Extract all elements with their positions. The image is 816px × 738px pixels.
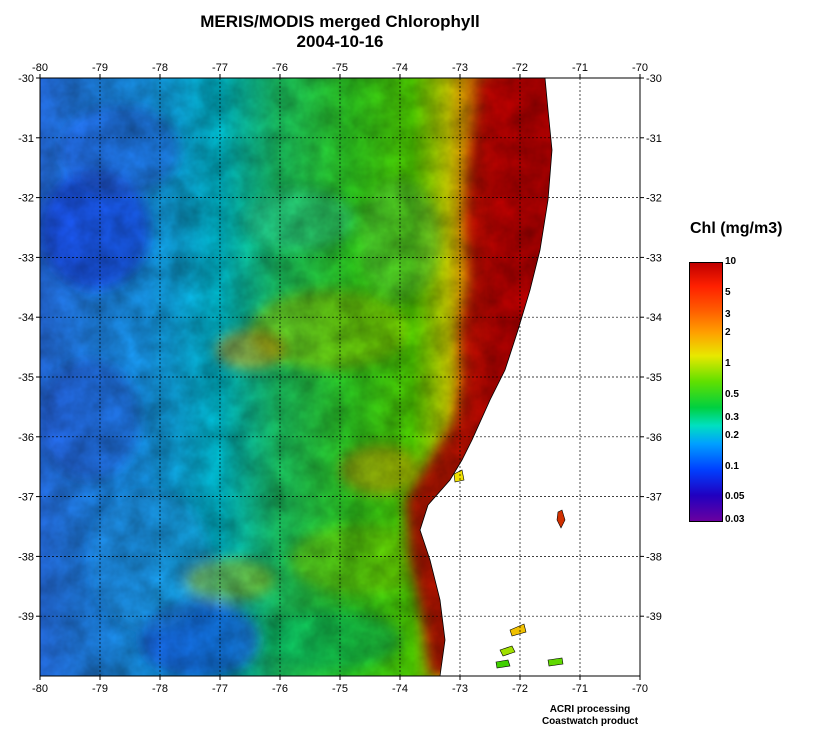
lat-tick-label-right: -33 bbox=[646, 252, 662, 264]
lon-tick-label-bottom: -80 bbox=[32, 683, 48, 695]
lon-tick-label-top: -79 bbox=[92, 62, 108, 74]
lon-tick-label-bottom: -75 bbox=[332, 683, 348, 695]
lon-tick-label-top: -78 bbox=[152, 62, 168, 74]
colorbar-tick-label: 3 bbox=[725, 309, 731, 321]
lon-tick-label-bottom: -73 bbox=[452, 683, 468, 695]
lat-tick-label-right: -39 bbox=[646, 611, 662, 623]
lon-tick-label-top: -71 bbox=[572, 62, 588, 74]
lon-tick-label-bottom: -74 bbox=[392, 683, 408, 695]
lon-tick-label-bottom: -79 bbox=[92, 683, 108, 695]
graticule bbox=[36, 74, 644, 680]
lon-tick-label-top: -73 bbox=[452, 62, 468, 74]
map-date: 2004-10-16 bbox=[296, 32, 384, 51]
lat-tick-label-right: -38 bbox=[646, 551, 662, 563]
colorbar-tick-label: 10 bbox=[725, 256, 737, 267]
colorbar-tick-label: 0.05 bbox=[725, 491, 745, 503]
lat-tick-label-right: -34 bbox=[646, 312, 662, 324]
lat-tick-label-left: -35 bbox=[18, 372, 34, 384]
colorbar-tick-label: 0.3 bbox=[725, 411, 739, 423]
lon-tick-label-bottom: -71 bbox=[572, 683, 588, 695]
colorbar-tick-label: 0.2 bbox=[725, 429, 739, 441]
island bbox=[509, 623, 527, 637]
island bbox=[499, 645, 516, 657]
island bbox=[556, 509, 566, 529]
colorbar-tick-label: 0.03 bbox=[725, 514, 745, 525]
lat-tick-label-right: -37 bbox=[646, 492, 662, 504]
credit-product: Coastwatch product bbox=[541, 716, 639, 727]
lat-tick-label-left: -36 bbox=[18, 432, 34, 444]
lat-tick-label-right: -35 bbox=[646, 372, 662, 384]
lat-tick-label-right: -36 bbox=[646, 432, 662, 444]
lat-tick-label-left: -33 bbox=[18, 252, 34, 264]
lon-tick-label-top: -72 bbox=[512, 62, 528, 74]
island bbox=[453, 469, 465, 483]
colorbar-tick-label: 1 bbox=[725, 358, 731, 370]
lat-tick-label-right: -32 bbox=[646, 193, 662, 205]
lat-tick-label-right: -31 bbox=[646, 133, 662, 145]
tick-labels: -80 -80 -79 -79 -78 -78 -77 -77 -76 -76 -75 -75 -74 -… bbox=[18, 62, 662, 695]
lat-tick-label-left: -38 bbox=[18, 551, 34, 563]
lon-tick-label-top: -76 bbox=[272, 62, 288, 74]
lat-tick-label-left: -31 bbox=[18, 133, 34, 145]
lon-tick-label-bottom: -70 bbox=[632, 683, 648, 695]
lon-tick-label-top: -77 bbox=[212, 62, 228, 74]
colorbar-title: Chl (mg/m3) bbox=[690, 220, 783, 237]
lon-tick-label-top: -80 bbox=[32, 62, 48, 74]
lon-tick-label-bottom: -76 bbox=[272, 683, 288, 695]
lon-tick-label-top: -70 bbox=[632, 62, 648, 74]
colorbar-tick-label: 0.1 bbox=[725, 460, 739, 472]
lat-tick-label-left: -32 bbox=[18, 193, 34, 205]
credit-processing: ACRI processing bbox=[549, 704, 631, 715]
lat-tick-label-left: -34 bbox=[18, 312, 34, 324]
lon-tick-label-top: -74 bbox=[392, 62, 408, 74]
lat-tick-label-left: -30 bbox=[18, 73, 34, 85]
lat-tick-label-left: -39 bbox=[18, 611, 34, 623]
island bbox=[547, 657, 564, 667]
lat-tick-label-left: -37 bbox=[18, 492, 34, 504]
island bbox=[495, 659, 511, 669]
colorbar-tick-label: 5 bbox=[725, 286, 731, 298]
lon-tick-label-bottom: -72 bbox=[512, 683, 528, 695]
lon-tick-label-top: -75 bbox=[332, 62, 348, 74]
lat-tick-label-right: -30 bbox=[646, 73, 662, 85]
colorbar-tick-label: 2 bbox=[725, 327, 731, 339]
lon-tick-label-bottom: -77 bbox=[212, 683, 228, 695]
colorbar-tick-label: 0.5 bbox=[725, 389, 739, 401]
colorbar bbox=[689, 262, 723, 522]
map-title: MERIS/MODIS merged Chlorophyll bbox=[200, 12, 480, 31]
lon-tick-label-bottom: -78 bbox=[152, 683, 168, 695]
